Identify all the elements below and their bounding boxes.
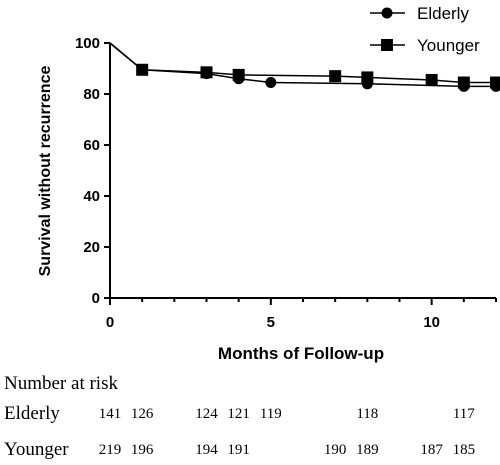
x-ticks: 0 5 10: [106, 298, 497, 331]
x-tick-label: 5: [267, 314, 275, 331]
legend-label-younger: Younger: [417, 36, 480, 55]
risk-count: 219: [99, 442, 122, 458]
risk-row-younger: Younger 219 196 194 191 190 189 187 185: [4, 439, 475, 460]
risk-count: 190: [324, 442, 347, 458]
legend-label-elderly: Elderly: [417, 4, 469, 23]
legend-marker-elderly: [381, 7, 393, 19]
legend: Elderly Younger: [370, 4, 480, 55]
y-tick-label: 100: [75, 35, 100, 52]
y-ticks: 0 20 40 60 80 100: [75, 35, 110, 307]
data-point-younger: [425, 73, 438, 86]
data-point-younger: [200, 66, 213, 79]
data-point-younger: [136, 63, 149, 76]
plot-area: 0 20 40 60 80 100 0 5 10: [75, 35, 500, 331]
risk-count: 118: [356, 406, 378, 422]
y-axis-title: Survival without recurrence: [37, 66, 54, 277]
risk-count: 119: [260, 406, 282, 422]
x-tick-label: 0: [106, 314, 114, 331]
risk-count: 124: [195, 406, 218, 422]
risk-count: 191: [227, 442, 250, 458]
risk-row-label: Elderly: [4, 403, 60, 424]
y-tick-label: 0: [92, 290, 100, 307]
legend-marker-younger: [381, 39, 393, 51]
y-tick-label: 80: [83, 86, 100, 103]
data-point-younger: [232, 68, 245, 81]
risk-count: 194: [195, 442, 218, 458]
risk-count: 126: [131, 406, 154, 422]
data-point-younger: [361, 71, 374, 84]
risk-count: 117: [453, 406, 475, 422]
data-point-elderly: [265, 77, 277, 89]
risk-row-label: Younger: [4, 439, 69, 460]
series-younger: [109, 42, 500, 89]
risk-count: 196: [131, 442, 154, 458]
data-point-younger: [490, 76, 500, 89]
y-tick-label: 40: [83, 188, 100, 205]
data-point-younger: [329, 70, 342, 83]
legend-item-elderly: Elderly: [370, 4, 469, 23]
data-point-younger: [457, 76, 470, 89]
risk-table: Number at risk Elderly 141 126 124 121 119 118 1…: [4, 373, 475, 460]
y-tick-label: 60: [83, 137, 100, 154]
x-tick-label: 10: [423, 314, 440, 331]
series-layer: [109, 42, 500, 92]
risk-table-title: Number at risk: [4, 373, 118, 394]
risk-row-elderly: Elderly 141 126 124 121 119 118 117: [4, 403, 475, 424]
risk-count: 141: [99, 406, 122, 422]
risk-count: 189: [356, 442, 379, 458]
axes: 0 20 40 60 80 100 0 5 10: [75, 35, 497, 331]
y-tick-label: 20: [83, 239, 100, 256]
x-axis-title: Months of Follow-up: [218, 344, 384, 363]
risk-count: 121: [227, 406, 250, 422]
risk-count: 185: [453, 442, 476, 458]
risk-count: 187: [420, 442, 443, 458]
legend-item-younger: Younger: [370, 36, 480, 55]
